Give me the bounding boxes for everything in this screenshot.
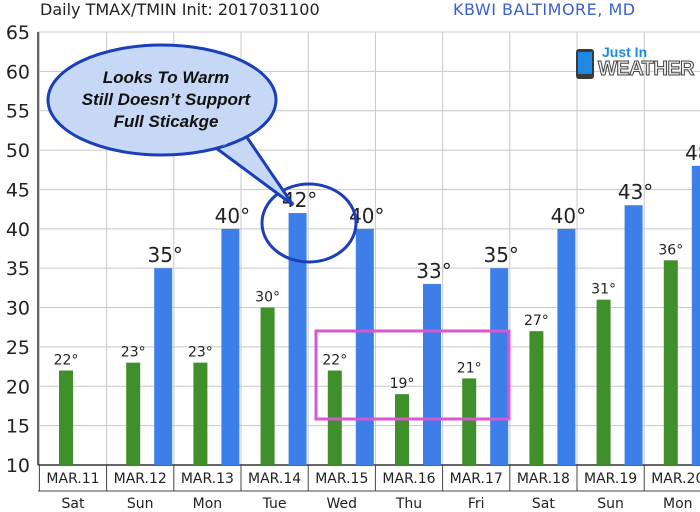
high-temp-bar (557, 228, 576, 465)
y-tick-label: 15 (6, 416, 30, 438)
low-temp-bar (260, 307, 275, 465)
high-temp-bar (154, 268, 173, 465)
logo-text-top: Just In (602, 44, 648, 60)
x-day-label: Sat (62, 496, 85, 512)
bars (59, 165, 700, 465)
chart-title: Daily TMAX/TMIN Init: 2017031100 (40, 0, 320, 19)
y-tick-label: 10 (6, 455, 30, 477)
low-temp-label: 23° (188, 345, 213, 361)
x-tick-label: MAR.11 (46, 471, 99, 487)
y-tick-label: 55 (6, 101, 30, 123)
high-temp-bar (490, 268, 509, 465)
low-temp-bar (59, 370, 73, 465)
low-temp-label: 31° (591, 282, 616, 298)
high-temp-bar (355, 228, 374, 465)
x-tick-label: MAR.19 (584, 471, 637, 487)
low-temp-label: 30° (255, 290, 280, 306)
y-tick-label: 50 (6, 140, 30, 162)
high-temp-label: 33° (416, 259, 451, 283)
high-temp-label: 43° (618, 180, 653, 204)
low-temp-label: 22° (322, 353, 347, 369)
x-tick-label: MAR.20 (651, 471, 700, 487)
x-day-label: Mon (663, 496, 693, 512)
highlight-circle (260, 182, 358, 264)
x-day-label: Thu (395, 496, 422, 512)
low-temp-bar (126, 362, 141, 465)
x-tick-label: MAR.16 (382, 471, 435, 487)
high-temp-bar (691, 165, 700, 465)
low-temp-bar (663, 260, 678, 465)
y-tick-label: 25 (6, 337, 30, 359)
callout-line-2: Still Doesn’t Support (81, 90, 251, 109)
high-temp-label: 48° (685, 141, 700, 165)
high-temp-label: 35° (147, 243, 182, 267)
logo-text-bottom: WEATHER (597, 58, 695, 81)
callout-line-3: Full Sticakge (113, 112, 219, 131)
x-day-label: Tue (262, 496, 287, 512)
x-tick-label: MAR.17 (450, 471, 503, 487)
y-tick-label: 60 (6, 61, 30, 83)
low-temp-label: 21° (457, 360, 482, 376)
y-tick-label: 30 (6, 298, 30, 320)
x-day-label: Sun (597, 496, 624, 512)
y-tick-label: 45 (6, 179, 30, 201)
x-day-label: Fri (468, 496, 485, 512)
low-temp-bar (596, 299, 611, 465)
x-tick-label: MAR.15 (315, 471, 368, 487)
high-temp-label: 35° (483, 243, 518, 267)
x-tick-label: MAR.12 (114, 471, 167, 487)
high-temp-label: 40° (551, 204, 586, 228)
x-day-label: Wed (327, 496, 358, 512)
y-tick-label: 65 (6, 22, 30, 44)
low-temp-label: 19° (390, 376, 415, 392)
low-temp-label: 23° (121, 345, 146, 361)
x-tick-label: MAR.13 (181, 471, 234, 487)
x-day-label: Sun (127, 496, 154, 512)
y-tick-label: 40 (6, 219, 30, 241)
high-temp-bar (624, 205, 643, 465)
low-temp-label: 22° (54, 353, 79, 369)
low-temp-bar (395, 394, 409, 465)
low-temp-label: 36° (658, 242, 683, 258)
x-day-label: Sat (532, 496, 555, 512)
y-axis-ticks: 10 15 20 25 30 35 40 45 50 55 60 65 (6, 22, 30, 477)
low-temp-bar (462, 378, 477, 465)
brand-logo: Just In WEATHER (574, 44, 695, 84)
x-axis: MAR.11 Sat MAR.12 Sun MAR.13 Mon MAR.14 Tue MAR.… (38, 465, 700, 512)
station-label: KBWI BALTIMORE, MD (453, 0, 636, 19)
phone-icon (576, 49, 594, 79)
y-tick-label: 35 (6, 258, 30, 280)
callout-bubble (46, 43, 295, 207)
callout-line-1: Looks To Warm (102, 68, 230, 87)
high-temp-label: 40° (215, 204, 250, 228)
callout-text: Looks To Warm Still Doesn’t Support Full… (55, 67, 277, 133)
low-temp-bar (529, 331, 544, 465)
x-day-label: Mon (193, 496, 223, 512)
y-tick-label: 20 (6, 376, 30, 398)
high-temp-bar (221, 228, 240, 465)
x-tick-label: MAR.18 (517, 471, 570, 487)
low-temp-bar (193, 362, 208, 465)
high-temp-bar (423, 283, 441, 465)
high-temp-bar (288, 213, 307, 465)
highlight-box (314, 329, 511, 421)
low-temp-label: 27° (524, 313, 549, 329)
x-tick-label: MAR.14 (248, 471, 301, 487)
